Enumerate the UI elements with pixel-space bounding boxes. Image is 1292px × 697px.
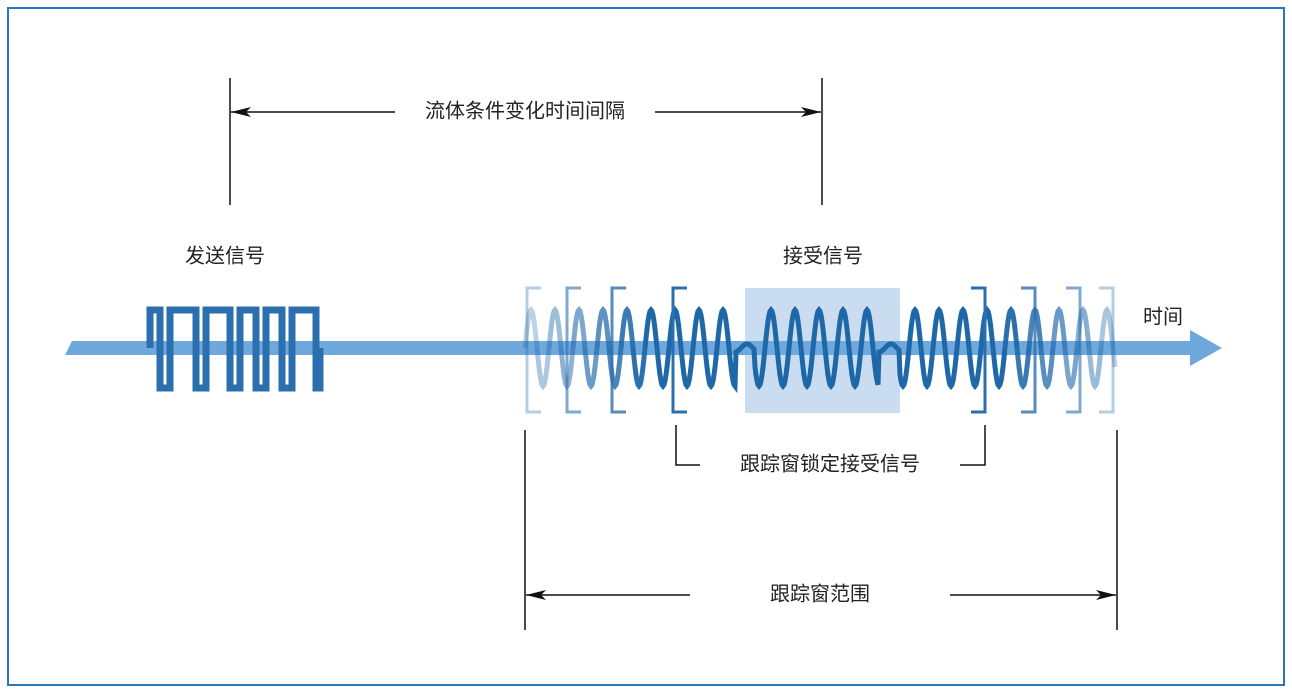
received-label: 接受信号 xyxy=(783,244,863,268)
wave-segment xyxy=(630,347,648,391)
bracket xyxy=(525,286,541,414)
time-label: 时间 xyxy=(1143,305,1183,329)
wave-segment xyxy=(618,305,636,349)
wave-segment xyxy=(822,347,840,391)
received-wave xyxy=(522,305,1118,394)
locked-label: 跟踪窗锁定接受信号 xyxy=(740,452,920,476)
wave-segment xyxy=(666,305,684,349)
wave-segment xyxy=(739,341,755,350)
wave-segment xyxy=(570,305,588,349)
wave-segment xyxy=(786,305,804,349)
wave-segment xyxy=(546,305,564,349)
wave-segment xyxy=(1062,347,1080,391)
wave-segment xyxy=(714,305,732,349)
lock-bracket xyxy=(675,425,700,466)
frame xyxy=(7,7,1285,686)
bracket xyxy=(1021,286,1037,414)
wave-segment xyxy=(702,347,720,391)
sent-wave xyxy=(146,306,324,392)
bracket xyxy=(1066,286,1082,414)
wave-segment xyxy=(954,305,972,349)
range-label: 跟踪窗范围 xyxy=(770,582,870,606)
interval-label: 流体条件变化时间间隔 xyxy=(425,99,625,123)
bracket xyxy=(565,286,581,414)
wave-segment xyxy=(522,305,540,349)
wave-segment xyxy=(810,305,828,349)
wave-segment xyxy=(1050,305,1068,349)
brackets xyxy=(525,286,1115,414)
wave-segment xyxy=(895,346,912,391)
wave-segment xyxy=(798,347,816,391)
wave-segment xyxy=(930,305,948,349)
wave-segment xyxy=(990,347,1008,391)
wave-segment xyxy=(690,305,708,349)
wave-segment xyxy=(870,346,887,386)
wave-segment xyxy=(834,305,852,349)
wave-segment xyxy=(846,347,864,391)
wave-segment xyxy=(1086,347,1104,391)
bracket xyxy=(971,286,987,414)
wave-segment xyxy=(942,347,960,391)
wave-segment xyxy=(906,305,924,349)
wave-segment xyxy=(883,341,899,350)
wave-segment xyxy=(966,347,984,391)
wave-segment xyxy=(978,305,996,349)
wave-segment xyxy=(654,347,672,391)
wave-segment xyxy=(1002,305,1020,349)
wave-segment xyxy=(642,305,660,349)
wave-segment xyxy=(774,347,792,391)
sent-label: 发送信号 xyxy=(185,244,265,268)
wave-segment xyxy=(534,347,552,391)
wave-segment xyxy=(726,346,743,394)
wave-segment xyxy=(751,346,768,391)
wave-segment xyxy=(1098,305,1116,349)
wave-segment xyxy=(1014,347,1032,391)
bracket xyxy=(671,286,687,414)
wave-segment xyxy=(594,305,612,349)
wave-segment xyxy=(1038,347,1056,391)
bracket xyxy=(1099,286,1115,414)
wave-segment xyxy=(858,305,876,349)
wave-segment xyxy=(582,347,600,391)
wave-segment xyxy=(1110,347,1118,368)
wave-segment xyxy=(918,347,936,391)
bracket xyxy=(610,286,626,414)
wave-segment xyxy=(762,305,780,349)
wave-segment xyxy=(678,347,696,391)
lock-bracket xyxy=(960,425,986,466)
